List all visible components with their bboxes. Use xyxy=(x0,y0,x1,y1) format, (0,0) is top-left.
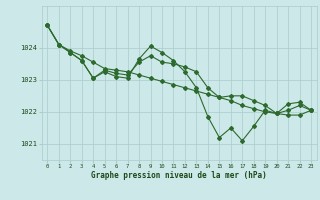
X-axis label: Graphe pression niveau de la mer (hPa): Graphe pression niveau de la mer (hPa) xyxy=(91,171,267,180)
